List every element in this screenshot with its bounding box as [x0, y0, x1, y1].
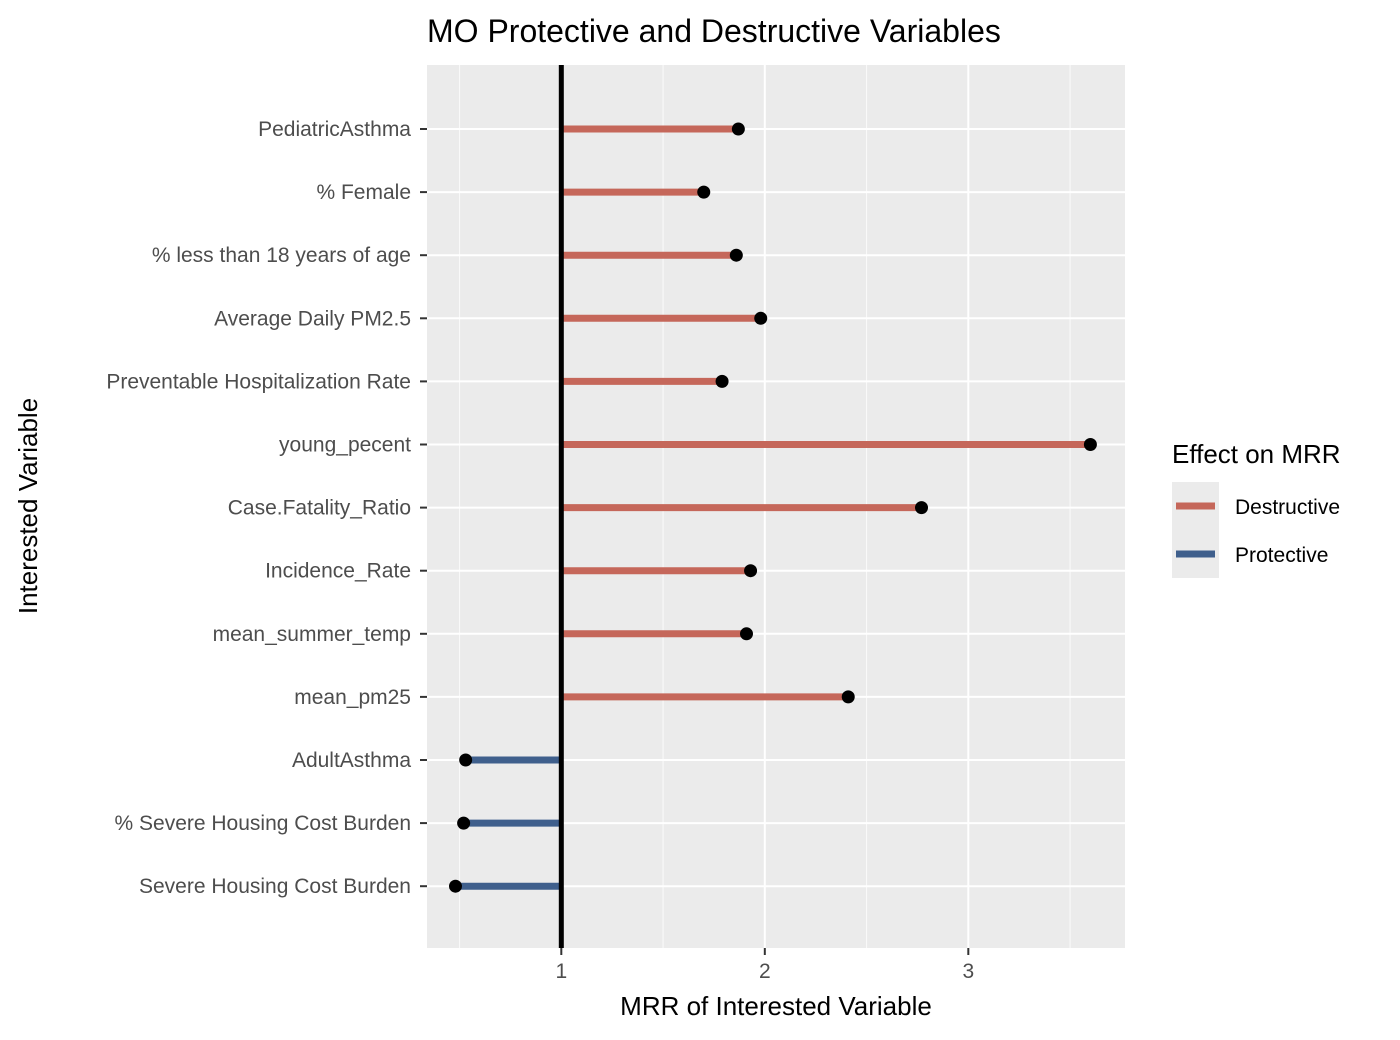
legend: Effect on MRR Destructive Protective [1172, 439, 1341, 578]
legend-label: Protective [1235, 544, 1328, 567]
y-tick-label: Severe Housing Cost Burden [139, 875, 411, 898]
x-tick-label: 1 [555, 960, 567, 983]
data-points [448, 122, 1097, 893]
y-tick-label: Case.Fatality_Ratio [228, 497, 411, 520]
lollipop-point [739, 627, 753, 641]
lollipop-point [915, 501, 929, 515]
y-tick-label: AdultAsthma [292, 749, 411, 772]
chart-title: MO Protective and Destructive Variables [427, 13, 1001, 49]
legend-label: Destructive [1235, 496, 1340, 519]
lollipop-point [715, 374, 729, 388]
y-tick-label: mean_summer_temp [213, 623, 411, 646]
y-tick-label: % less than 18 years of age [152, 244, 411, 267]
y-tick-label: Preventable Hospitalization Rate [106, 370, 411, 393]
lollipop-point [697, 185, 711, 199]
y-tick-label: % Female [316, 181, 411, 204]
y-axis-title: Interested Variable [13, 398, 43, 614]
legend-key-background [1172, 482, 1219, 578]
y-axis: PediatricAsthma % Female % less than 18 ye… [106, 118, 427, 898]
y-tick-label: young_pecent [279, 434, 411, 457]
x-tick-label: 3 [962, 960, 974, 983]
lollipop-point [731, 122, 745, 136]
lollipop-point [729, 248, 743, 262]
lollipop-point [448, 879, 462, 893]
x-axis-title: MRR of Interested Variable [620, 991, 932, 1021]
y-tick-label: mean_pm25 [294, 686, 411, 709]
lollipop-point [1083, 438, 1097, 451]
lollipop-point [841, 690, 855, 704]
y-tick-label: PediatricAsthma [258, 118, 411, 141]
lollipop-point [459, 753, 473, 767]
data-marks [455, 125, 1091, 890]
x-tick-label: 2 [759, 960, 771, 983]
y-tick-label: Incidence_Rate [265, 560, 411, 583]
y-tick-label: Average Daily PM2.5 [214, 307, 411, 330]
lollipop-point [457, 816, 471, 830]
lollipop-point [744, 564, 758, 578]
x-axis: 1 2 3 [555, 948, 974, 983]
gridlines [427, 65, 1125, 948]
legend-title: Effect on MRR [1172, 439, 1341, 469]
y-tick-label: % Severe Housing Cost Burden [115, 812, 412, 835]
lollipop-point [754, 311, 768, 325]
